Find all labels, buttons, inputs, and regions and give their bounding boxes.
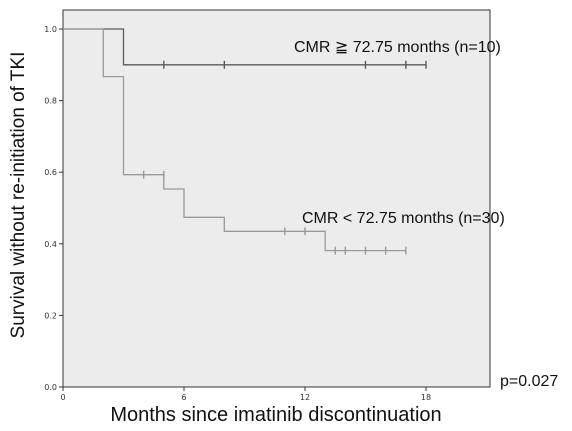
x-tick-label: 18: [421, 393, 431, 402]
x-tick-label: 0: [60, 393, 65, 402]
y-tick-label: 0.4: [44, 240, 57, 249]
series-label-high: CMR ≧ 72.75 months (n=10): [294, 39, 501, 56]
series-label-low: CMR < 72.75 months (n=30): [302, 210, 505, 227]
y-tick-label: 0.8: [44, 97, 57, 106]
plot-area: [62, 9, 491, 388]
p-value: p=0.027: [500, 373, 558, 390]
x-axis-label: Months since imatinib discontinuation: [110, 404, 441, 426]
series-line-1: [63, 28, 406, 252]
y-tick-label: 0.0: [44, 383, 57, 392]
series-group: [63, 28, 427, 255]
y-axis-label: Survival without re-initiation of TKI: [8, 52, 29, 339]
plot-area-group: [62, 9, 491, 388]
x-tick-label: 6: [181, 393, 186, 402]
y-tick-label: 0.6: [44, 168, 57, 177]
y-tick-label: 1.0: [44, 25, 57, 34]
x-tick-label: 12: [300, 393, 310, 402]
y-tick-label: 0.2: [44, 311, 57, 320]
ticks-group: 0.0 0.2 0.4 0.6 0.8 1.0 0 6 12 18: [44, 25, 431, 402]
